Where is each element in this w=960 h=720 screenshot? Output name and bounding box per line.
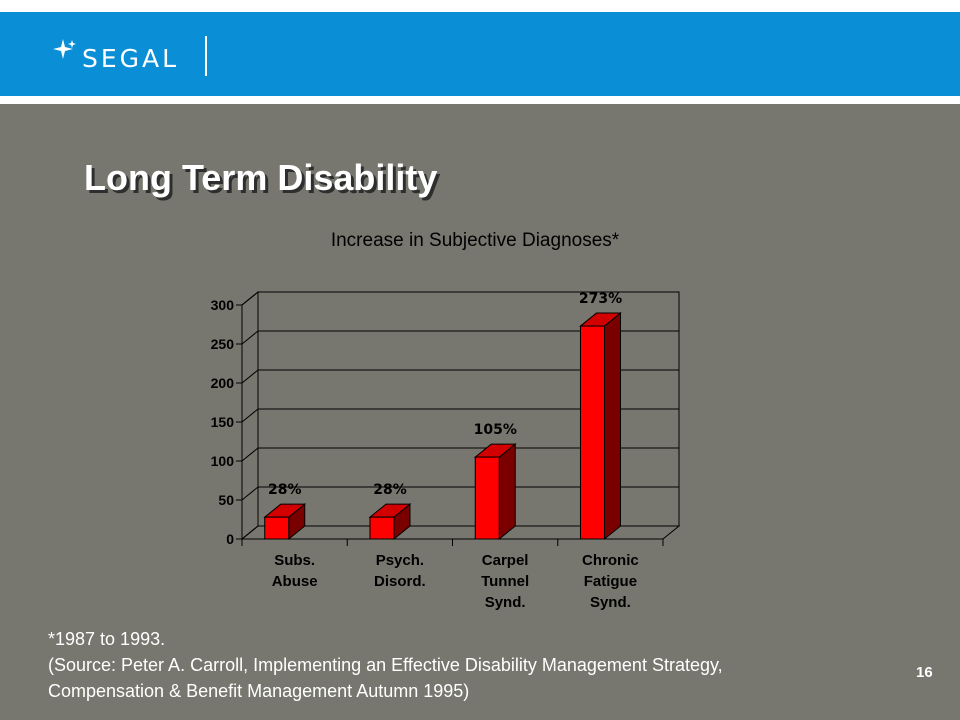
x-category-label: Synd. <box>590 594 631 611</box>
bar <box>264 516 290 540</box>
y-tick-label: 300 <box>211 297 235 313</box>
y-tick-label: 0 <box>226 531 234 547</box>
y-tick-label: 100 <box>211 453 235 469</box>
footnote-period: *1987 to 1993. <box>48 629 166 649</box>
header-band <box>0 12 960 96</box>
x-category-label: Abuse <box>272 573 318 590</box>
x-category-label: Subs. <box>274 552 315 569</box>
sparkle-star-icon <box>53 39 76 59</box>
chart-title: Increase in Subjective Diagnoses* <box>330 230 620 251</box>
footnote-source-line-2: Compensation & Benefit Management Autumn… <box>48 681 470 701</box>
y-tick-label: 150 <box>211 414 235 430</box>
x-category-label: Disord. <box>374 573 426 590</box>
x-category-label: Fatigue <box>584 573 637 590</box>
gridline <box>241 369 679 384</box>
x-category-label: Carpel <box>482 552 529 569</box>
logo-divider <box>205 36 207 76</box>
footnote: *1987 to 1993. (Source: Peter A. Carroll… <box>48 626 868 704</box>
top-white-strip <box>0 0 960 12</box>
gridline <box>241 447 679 462</box>
data-label: 105% <box>474 422 517 438</box>
x-category-label: Tunnel <box>481 573 529 590</box>
bar <box>474 456 500 540</box>
bar-side <box>498 443 516 541</box>
gridline <box>241 330 679 345</box>
footnote-source-line-1: (Source: Peter A. Carroll, Implementing … <box>48 655 723 675</box>
gridline <box>241 408 679 423</box>
y-tick-label: 250 <box>211 336 235 352</box>
slide-title: Long Term Disability <box>84 157 438 198</box>
page-number: 16 <box>916 664 933 681</box>
data-label: 273% <box>579 291 622 307</box>
header-rule <box>0 96 960 104</box>
data-label: 28% <box>373 482 407 498</box>
gridline <box>241 291 679 306</box>
brand-logo-text: SEGAL <box>82 44 180 73</box>
y-tick-label: 50 <box>218 492 234 508</box>
y-tick-label: 200 <box>211 375 235 391</box>
x-category-label: Psych. <box>376 552 424 569</box>
bar-side <box>603 312 621 541</box>
x-category-label: Chronic <box>582 552 639 569</box>
gridline <box>241 486 679 501</box>
bar <box>369 516 395 540</box>
bar <box>579 325 605 540</box>
x-category-label: Synd. <box>485 594 526 611</box>
data-label: 28% <box>268 482 302 498</box>
